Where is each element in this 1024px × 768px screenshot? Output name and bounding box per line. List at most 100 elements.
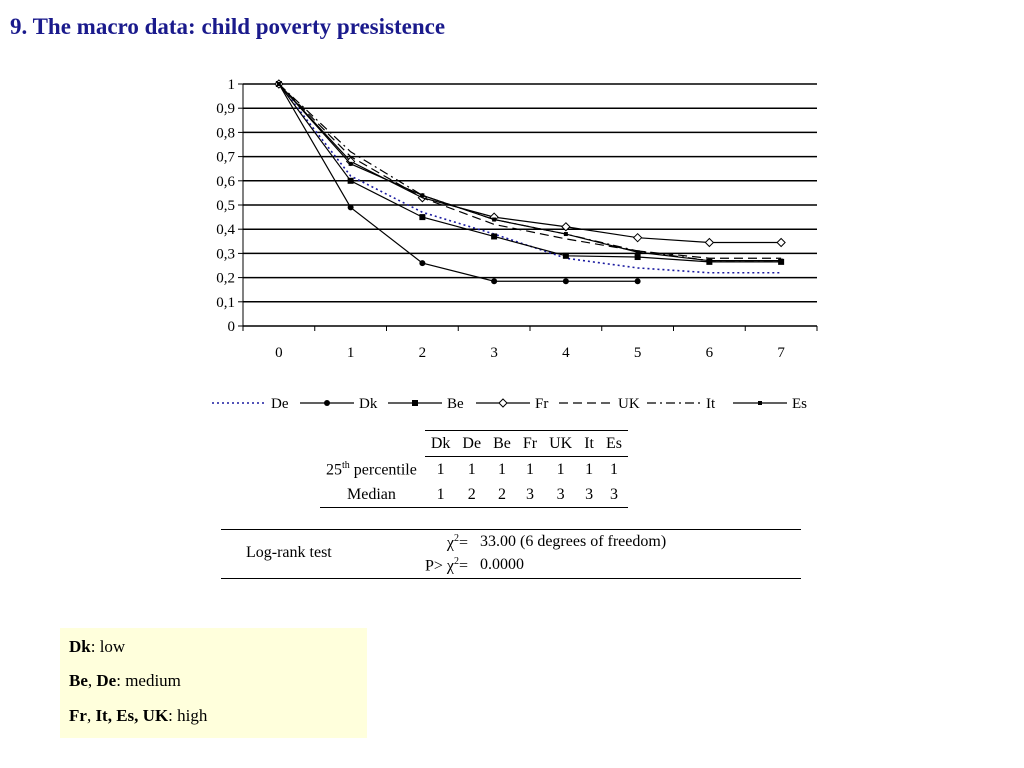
- y-tick-label: 0,1: [216, 295, 235, 311]
- table-cell: 1: [609, 460, 618, 478]
- y-tick-label: 1: [228, 77, 236, 93]
- table-cell: 3: [516, 482, 544, 508]
- key-line-medium: Be, De: medium: [69, 671, 181, 690]
- x-tick-label: 6: [706, 345, 714, 361]
- chi-square-row: χ2= 33.00 (6 degrees of freedom): [221, 533, 801, 555]
- data-point-es: [563, 232, 568, 237]
- legend-label-es: Es: [792, 396, 807, 412]
- col-header: UK: [543, 430, 579, 457]
- line-chart: 0 0,1 0,2 0,3 0,4 0,5 0,6 0,7 0,8 0,9 1 0 1 2 3 4 5 6 7 De D…: [212, 77, 818, 412]
- table-cell: 1: [467, 460, 476, 478]
- logrank-test-box: Log-rank test χ2= 33.00 (6 degrees of fr…: [221, 529, 801, 579]
- logrank-label: Log-rank test: [246, 544, 332, 561]
- series-line-de: [278, 83, 782, 274]
- data-point-dk: [491, 278, 498, 285]
- x-tick-label: 1: [347, 345, 355, 361]
- chi-square-value: 33.00 (6 degrees of freedom): [480, 533, 667, 550]
- key-line-low: Dk: low: [69, 637, 126, 656]
- data-point-be: [562, 252, 569, 259]
- series-line-dk: [278, 83, 638, 282]
- data-point-fr: [776, 237, 786, 248]
- table-cell: 1: [525, 460, 534, 478]
- x-tick-label: 0: [275, 345, 283, 361]
- legend-label-de: De: [271, 396, 289, 412]
- legend-label-be: Be: [447, 396, 464, 412]
- col-header: Be: [487, 430, 517, 457]
- p-value-row: P> χ2= 0.0000: [221, 556, 801, 578]
- data-point-es: [276, 82, 281, 86]
- x-tick-label: 7: [777, 345, 785, 361]
- data-point-dk: [634, 278, 641, 285]
- y-tick-label: 0,4: [216, 222, 235, 238]
- legend-label-fr: Fr: [535, 396, 548, 412]
- series-line-fr: [278, 83, 782, 244]
- table-row: Median 1 2 2 3 3 3 3: [320, 482, 628, 508]
- data-point-es: [492, 217, 497, 222]
- table-cell: 1: [556, 460, 565, 478]
- data-point-es: [348, 161, 353, 166]
- row-label-median: Median: [320, 482, 425, 508]
- data-point-es: [635, 250, 640, 255]
- data-point-es: [707, 258, 712, 263]
- data-point-be: [419, 214, 426, 221]
- data-point-es: [779, 258, 784, 263]
- row-label-25th-percentile: 25th percentile: [326, 459, 417, 478]
- y-tick-label: 0,7: [216, 150, 235, 166]
- x-tick-label: 4: [562, 345, 570, 361]
- series-line-it: [278, 83, 782, 262]
- legend-marker-dk: [324, 400, 330, 406]
- table-corner: [320, 431, 425, 457]
- y-tick-label: 0,9: [216, 101, 235, 117]
- persistence-key-box: Dk: low Be, De: medium Fr, It, Es, UK: h…: [60, 628, 367, 738]
- chi-square-symbol: χ2=: [446, 533, 468, 552]
- data-point-es: [420, 193, 425, 198]
- data-point-fr: [561, 222, 571, 232]
- slide-title: 9. The macro data: child poverty presist…: [10, 14, 446, 39]
- series-line-be: [278, 83, 782, 263]
- table-row: 25th percentile 1 1 1 1 1 1 1: [320, 457, 628, 483]
- col-header: Es: [599, 430, 628, 457]
- y-tick-label: 0,3: [216, 246, 235, 262]
- legend-marker-be: [412, 400, 418, 406]
- table-cell: 1: [424, 482, 457, 508]
- data-point-fr: [632, 232, 643, 243]
- table-cell: 1: [436, 460, 445, 478]
- x-tick-label: 2: [419, 345, 427, 361]
- y-tick-label: 0: [228, 319, 236, 335]
- table-cell: 1: [585, 460, 594, 478]
- col-header: De: [456, 430, 488, 457]
- y-tick-label: 0,2: [216, 271, 235, 287]
- table-cell: 3: [543, 482, 579, 508]
- table-cell: 1: [497, 460, 506, 478]
- legend-label-uk: UK: [618, 396, 640, 412]
- p-value: 0.0000: [480, 556, 524, 573]
- series-line-es: [278, 83, 782, 262]
- percentile-table: Dk De Be Fr UK It Es 25th percentile 1 1…: [320, 430, 628, 508]
- legend-marker-fr: [498, 398, 508, 408]
- legend-label-it: It: [706, 396, 716, 412]
- y-tick-label: 0,6: [216, 174, 235, 190]
- p-value-symbol: P> χ2=: [424, 556, 468, 575]
- series-line-uk: [278, 83, 782, 259]
- data-point-be: [347, 177, 354, 184]
- table-cell: 3: [599, 482, 628, 508]
- data-point-be: [634, 254, 641, 261]
- data-point-dk: [419, 260, 426, 267]
- table-cell: 2: [487, 482, 517, 508]
- x-tick-label: 3: [490, 345, 498, 361]
- data-point-dk: [562, 278, 569, 285]
- table-cell: 2: [456, 482, 488, 508]
- col-header: Dk: [424, 430, 457, 457]
- col-header: Fr: [516, 430, 544, 457]
- y-tick-label: 0,5: [216, 198, 235, 214]
- data-point-dk: [347, 204, 354, 211]
- table-cell: 3: [578, 482, 600, 508]
- legend-marker-es: [758, 401, 762, 405]
- data-point-fr: [704, 237, 715, 248]
- key-line-high: Fr, It, Es, UK: high: [69, 706, 208, 725]
- legend-label-dk: Dk: [359, 396, 378, 412]
- y-tick-label: 0,8: [216, 125, 235, 141]
- col-header: It: [578, 430, 600, 457]
- data-point-be: [491, 233, 498, 240]
- x-tick-label: 5: [634, 345, 642, 361]
